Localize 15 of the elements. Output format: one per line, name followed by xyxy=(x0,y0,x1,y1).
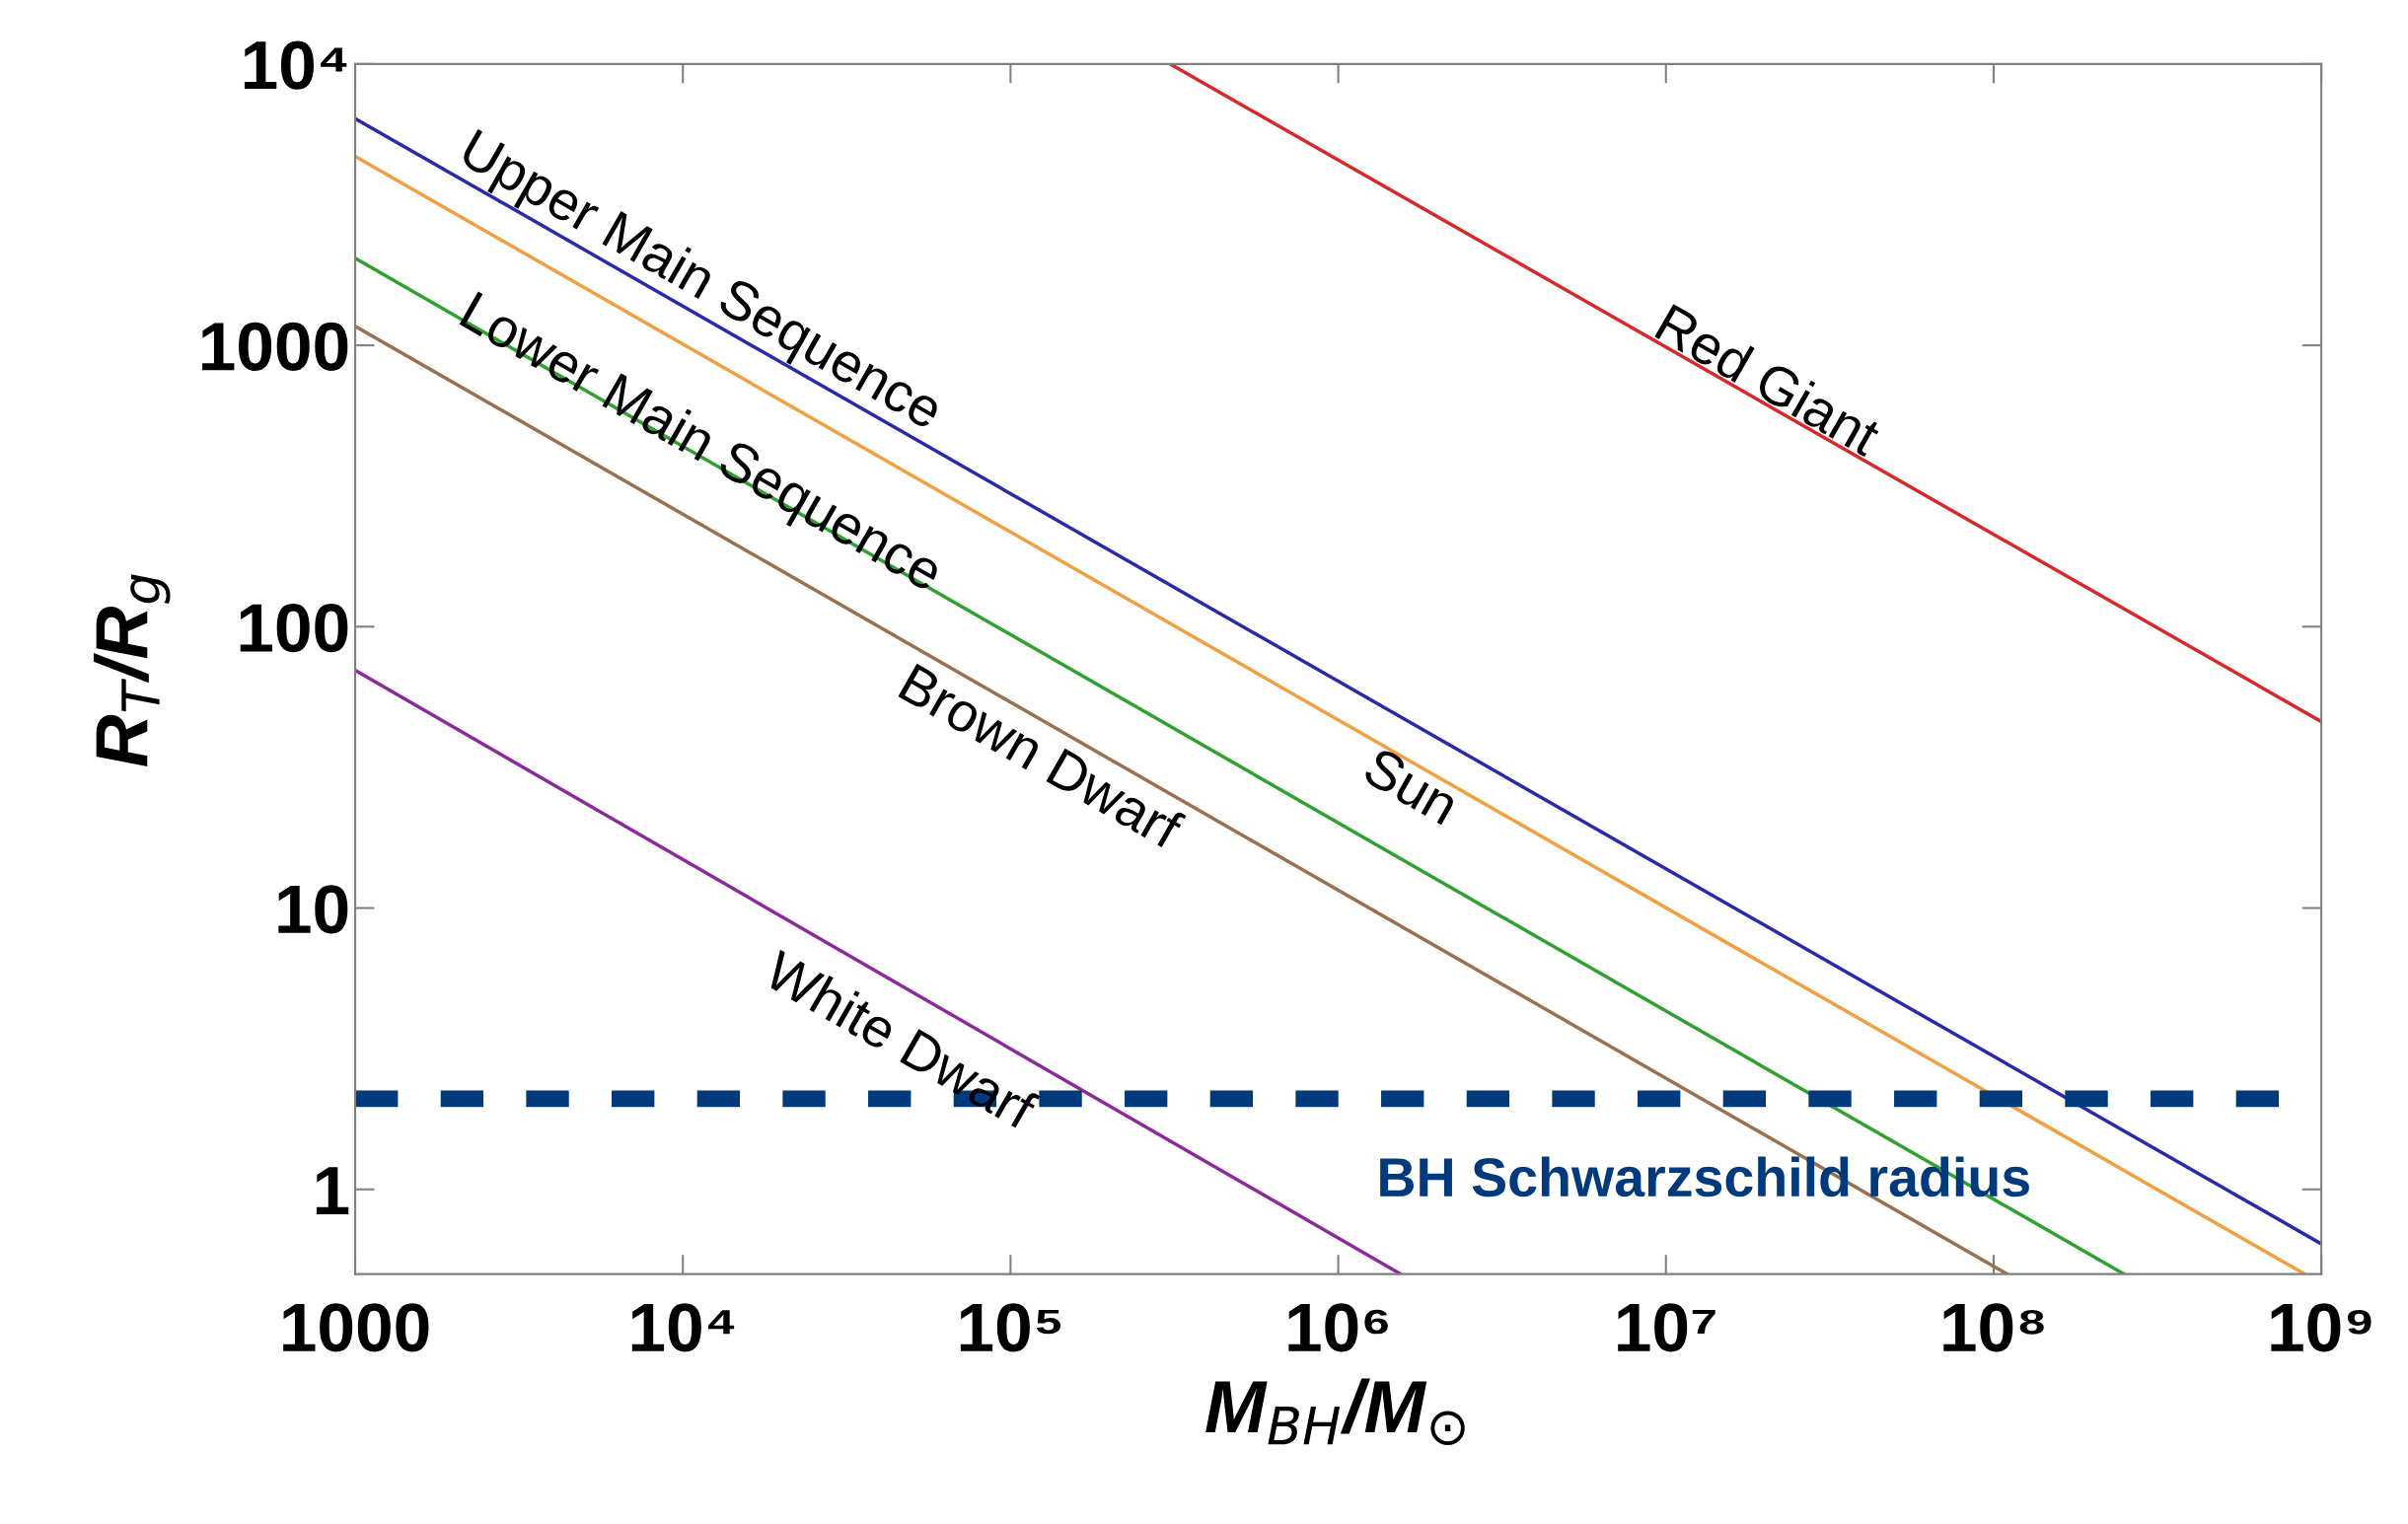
x-tick-label: 10⁴ xyxy=(631,1303,735,1352)
y-tick-label: 1 xyxy=(316,1167,349,1214)
x-tick-label: 10⁸ xyxy=(1943,1303,2044,1352)
annotation: Sun xyxy=(1361,746,1461,826)
x-tick-label: 10⁶ xyxy=(1288,1303,1388,1352)
y-axis-title: R$_{T}$/R$_{g}$ xyxy=(93,574,171,767)
annotation: Red Giant xyxy=(1654,302,1885,458)
x-axis-title: M$_{BH}$/M$_{⊙}$ xyxy=(1205,1378,1465,1446)
y-tick-label: 100 xyxy=(240,604,348,653)
y-tick-label: 10 xyxy=(278,885,348,934)
y-tick-label: 10⁴ xyxy=(244,40,347,90)
x-tick-label: 10⁹ xyxy=(2271,1303,2372,1352)
x-tick-label: 10⁷ xyxy=(1618,1303,1715,1352)
y-tick-label: 1000 xyxy=(202,322,348,371)
x-tick-label: 10⁵ xyxy=(960,1303,1061,1352)
